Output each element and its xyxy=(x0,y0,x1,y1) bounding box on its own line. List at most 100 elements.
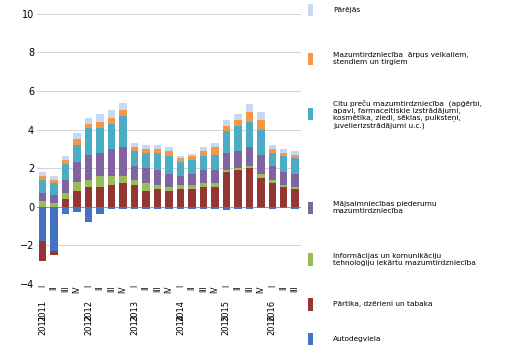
Bar xyxy=(223,120,230,126)
FancyBboxPatch shape xyxy=(308,298,313,311)
Bar xyxy=(291,187,299,189)
Bar xyxy=(73,182,81,191)
Bar xyxy=(85,180,92,187)
Text: 2015: 2015 xyxy=(222,314,231,335)
Bar xyxy=(257,155,265,174)
Bar xyxy=(131,207,138,209)
Bar xyxy=(246,166,253,168)
Bar xyxy=(200,147,207,151)
Bar xyxy=(142,191,150,207)
Bar xyxy=(108,124,115,149)
Bar xyxy=(188,185,196,189)
Bar xyxy=(211,143,219,147)
Bar xyxy=(211,207,219,209)
Bar xyxy=(269,145,276,149)
Text: 2014: 2014 xyxy=(176,300,185,321)
FancyBboxPatch shape xyxy=(308,253,313,266)
Bar xyxy=(51,180,58,183)
Bar xyxy=(85,155,92,180)
Bar xyxy=(234,126,242,151)
Text: Pārtika, dzērieni un tabaka: Pārtika, dzērieni un tabaka xyxy=(333,301,432,308)
Bar xyxy=(119,147,127,176)
Bar xyxy=(291,174,299,187)
Text: Mazumtirdzniecība  ārpus veikaliem,
stendiem un tirgiem: Mazumtirdzniecība ārpus veikaliem, stend… xyxy=(333,52,469,65)
Bar xyxy=(200,170,207,183)
Text: Autodegviela: Autodegviela xyxy=(333,336,381,342)
Bar xyxy=(73,162,81,182)
Bar xyxy=(269,180,276,183)
Bar xyxy=(51,251,58,255)
Bar xyxy=(188,174,196,185)
Text: 2015: 2015 xyxy=(222,300,231,321)
Bar xyxy=(119,102,127,110)
Bar xyxy=(62,156,69,160)
Bar xyxy=(211,170,219,183)
Bar xyxy=(154,153,161,170)
Bar xyxy=(51,183,58,195)
Bar xyxy=(119,176,127,183)
Bar xyxy=(188,207,196,209)
Bar xyxy=(142,183,150,191)
Bar xyxy=(291,189,299,207)
Bar xyxy=(280,156,287,172)
Bar xyxy=(97,122,104,128)
Text: 2013: 2013 xyxy=(130,314,139,335)
FancyBboxPatch shape xyxy=(308,53,313,65)
Bar xyxy=(39,172,46,176)
Bar xyxy=(73,133,81,139)
Bar xyxy=(165,151,173,156)
Bar xyxy=(51,195,58,203)
Text: Pārējās: Pārējās xyxy=(333,7,360,13)
Bar xyxy=(165,174,173,187)
Bar xyxy=(177,162,184,176)
Bar xyxy=(188,160,196,174)
Bar xyxy=(131,151,138,166)
Bar xyxy=(234,170,242,207)
Bar xyxy=(165,207,173,209)
Bar xyxy=(246,168,253,207)
Text: 2014: 2014 xyxy=(176,314,185,335)
Bar xyxy=(200,156,207,170)
Bar xyxy=(131,147,138,151)
Bar xyxy=(246,104,253,112)
Bar xyxy=(234,207,242,209)
Bar xyxy=(211,155,219,170)
Bar xyxy=(200,183,207,187)
Text: 2012: 2012 xyxy=(84,314,93,335)
Bar xyxy=(97,187,104,207)
Bar xyxy=(234,120,242,126)
Bar xyxy=(211,183,219,187)
Bar xyxy=(165,156,173,174)
Bar xyxy=(234,151,242,168)
Bar xyxy=(142,153,150,168)
Bar xyxy=(154,189,161,207)
Bar xyxy=(200,207,207,209)
Bar xyxy=(291,207,299,209)
Bar xyxy=(280,149,287,153)
Bar xyxy=(177,156,184,158)
Bar xyxy=(108,207,115,209)
Text: Mājsaimniecības piederumu
mazumtirdzniecība: Mājsaimniecības piederumu mazumtirdzniec… xyxy=(333,201,436,214)
Text: Citu preču mazumtirdzniecība  (apģērbi,
apavi, farmaceitiskie izstrādājumi,
kosm: Citu preču mazumtirdzniecība (apģērbi, a… xyxy=(333,99,482,129)
Bar xyxy=(165,147,173,151)
Bar xyxy=(257,178,265,207)
Bar xyxy=(154,149,161,153)
Bar xyxy=(108,176,115,185)
Bar xyxy=(177,176,184,185)
Bar xyxy=(39,241,46,261)
Bar xyxy=(73,145,81,162)
Bar xyxy=(51,207,58,251)
Bar xyxy=(62,193,69,199)
Bar xyxy=(62,199,69,207)
Bar xyxy=(108,110,115,118)
Bar xyxy=(188,156,196,160)
Bar xyxy=(142,149,150,153)
Text: 2011: 2011 xyxy=(38,300,47,321)
Bar xyxy=(280,185,287,187)
Bar xyxy=(97,128,104,153)
Bar xyxy=(39,201,46,207)
Bar xyxy=(85,124,92,128)
Text: 2016: 2016 xyxy=(268,300,277,321)
Bar xyxy=(142,207,150,209)
Bar xyxy=(62,180,69,193)
